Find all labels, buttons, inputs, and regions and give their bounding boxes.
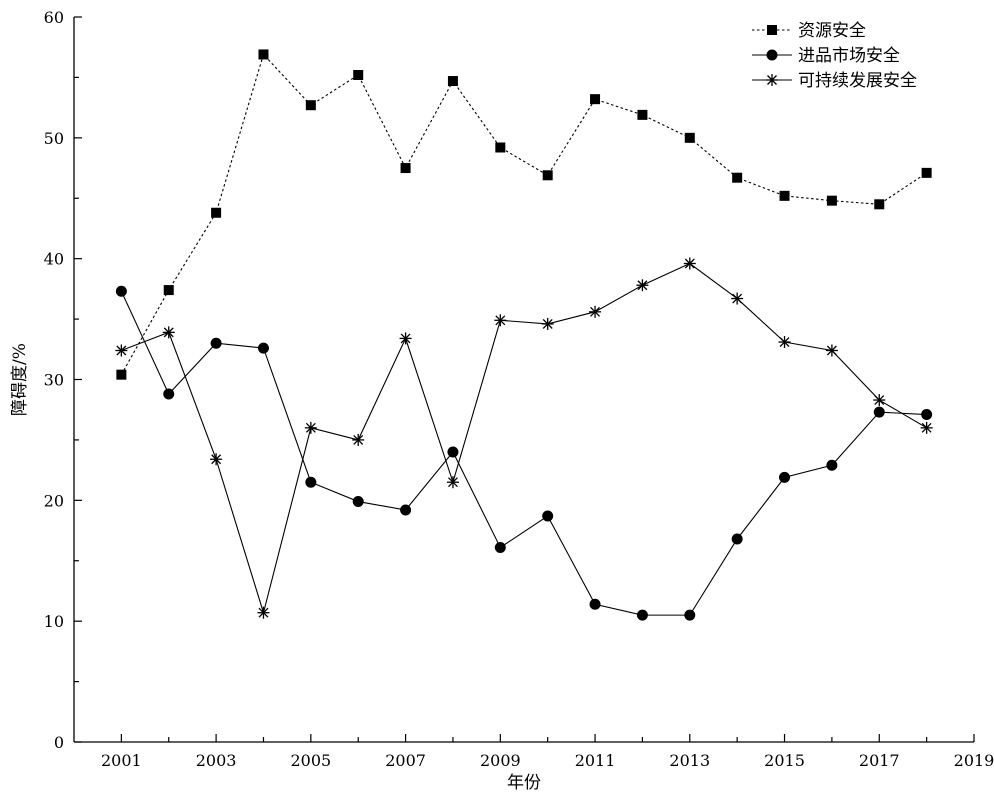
data-point-square (211, 207, 222, 218)
x-axis-title: 年份 (507, 773, 541, 793)
data-point-circle (873, 406, 885, 418)
data-point-square (258, 49, 269, 60)
y-tick-label: 10 (44, 612, 64, 631)
data-point-square (163, 285, 174, 296)
data-point-star (920, 421, 933, 434)
data-point-circle (779, 471, 791, 483)
data-point-circle (542, 510, 554, 522)
x-tick-label: 2009 (480, 751, 521, 770)
legend-label: 资源安全 (798, 21, 866, 41)
data-point-star (494, 314, 507, 327)
x-tick-label: 2019 (954, 751, 994, 770)
y-tick-label: 30 (44, 371, 64, 390)
y-tick-label: 0 (54, 733, 64, 752)
data-point-star (210, 453, 223, 466)
data-point-square (684, 132, 695, 143)
data-point-star (778, 336, 791, 349)
data-point-circle (684, 609, 696, 621)
data-point-square (767, 25, 777, 35)
series-layer (115, 49, 933, 621)
data-point-circle (115, 285, 127, 297)
data-point-square (400, 163, 411, 174)
data-point-star (731, 292, 744, 305)
axes: 0 10 20 30 40 50 60 2001 2003 2005 2007 2009 2011 201… (44, 8, 994, 770)
data-point-square (826, 195, 837, 206)
x-tick-label: 2013 (669, 751, 710, 770)
data-point-star (115, 344, 128, 357)
x-tick-label: 2011 (575, 751, 616, 770)
data-point-star (636, 279, 649, 292)
data-point-square (542, 170, 553, 181)
data-point-square (447, 76, 458, 87)
data-point-square (921, 167, 932, 178)
data-point-circle (494, 541, 506, 553)
data-point-square (495, 142, 506, 153)
data-point-square (590, 94, 601, 105)
data-point-circle (766, 49, 778, 61)
data-point-circle (352, 496, 364, 508)
series-line (120, 53, 927, 375)
data-point-star (399, 332, 412, 345)
series-3 (115, 257, 933, 619)
legend-item: 资源安全 (752, 21, 866, 41)
data-point-circle (305, 476, 317, 488)
data-point-star (541, 317, 554, 330)
data-point-circle (636, 609, 648, 621)
data-point-star (589, 305, 602, 318)
data-point-star (257, 606, 270, 619)
x-tick-label: 2003 (196, 751, 237, 770)
series-1 (116, 49, 932, 380)
data-point-star (446, 476, 459, 489)
data-point-star (873, 394, 886, 407)
data-point-circle (589, 598, 601, 610)
x-tick-label: 2005 (290, 751, 331, 770)
y-tick-label: 50 (44, 129, 64, 148)
x-tick-label: 2001 (101, 751, 142, 770)
data-point-star (162, 326, 175, 339)
data-point-star (304, 421, 317, 434)
data-point-star (683, 257, 696, 270)
data-point-circle (210, 337, 222, 349)
data-point-square (116, 369, 127, 380)
legend-label: 可持续发展安全 (798, 71, 917, 91)
y-tick-label: 60 (44, 8, 64, 27)
data-point-circle (257, 342, 269, 354)
data-point-star (825, 344, 838, 357)
legend-item: 进品市场安全 (752, 46, 900, 66)
data-point-star (352, 433, 365, 446)
data-point-circle (731, 533, 743, 545)
data-point-square (637, 109, 648, 120)
y-tick-label: 20 (44, 491, 64, 510)
legend-item: 可持续发展安全 (752, 71, 917, 91)
data-point-circle (400, 504, 412, 516)
data-point-square (874, 199, 885, 210)
legend-label: 进品市场安全 (798, 46, 900, 66)
x-tick-label: 2007 (385, 751, 426, 770)
data-point-square (353, 70, 364, 80)
series-line (120, 291, 927, 616)
x-tick-label: 2015 (764, 751, 805, 770)
data-point-star (766, 74, 778, 86)
data-point-circle (163, 388, 175, 400)
x-tick-label: 2017 (859, 751, 900, 770)
data-point-square (305, 100, 316, 111)
data-point-square (779, 190, 790, 201)
y-tick-label: 40 (44, 250, 64, 269)
data-point-circle (826, 459, 838, 471)
data-point-circle (447, 446, 459, 458)
series-2 (115, 285, 933, 621)
y-axis-title: 障碍度/% (10, 343, 30, 416)
data-point-circle (921, 409, 933, 421)
data-point-square (732, 172, 743, 183)
series-line (121, 262, 927, 615)
